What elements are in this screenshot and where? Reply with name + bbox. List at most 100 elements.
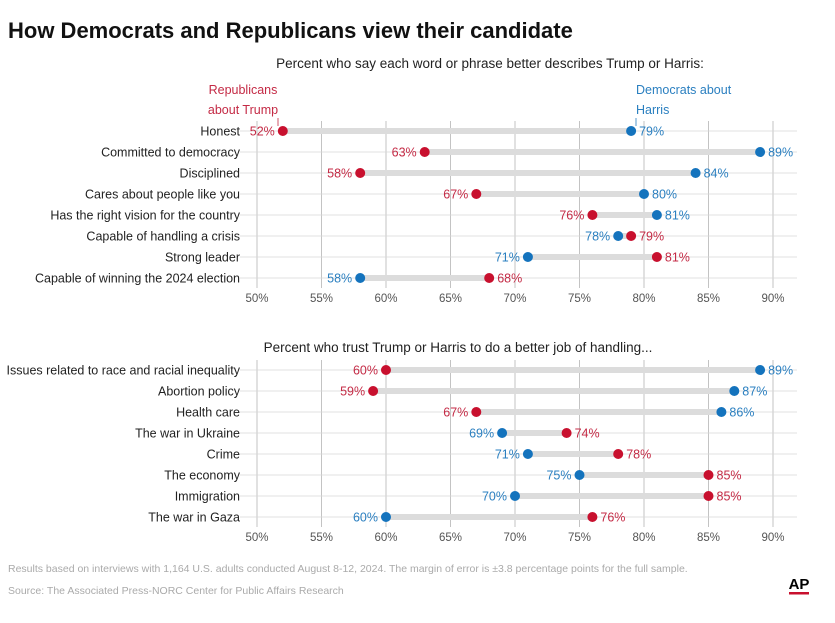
category-label: Honest (200, 125, 240, 139)
rep-dot (471, 189, 482, 199)
dem-dot (355, 273, 366, 283)
rep-dot (587, 512, 598, 522)
legend-rep-line2: about Trump (208, 103, 278, 117)
tick-label: 50% (245, 293, 268, 305)
tick-label: 75% (568, 293, 591, 305)
rep-dot (368, 386, 379, 396)
category-label: Abortion policy (158, 385, 241, 399)
dem-dot (755, 365, 766, 375)
legend-dem-line1: Democrats about (636, 83, 732, 97)
rep-dot (587, 210, 598, 220)
rep-value-label: 63% (392, 146, 417, 160)
rep-value-label: 52% (250, 125, 275, 139)
category-label: Issues related to race and racial inequa… (7, 364, 241, 378)
rep-dot (703, 470, 714, 480)
tick-label: 85% (697, 293, 720, 305)
dem-value-label: 70% (482, 490, 507, 504)
dem-dot (381, 512, 391, 522)
rep-value-label: 76% (559, 209, 584, 223)
legend: Republicans about Trump Democrats about … (208, 83, 732, 126)
rep-value-label: 76% (600, 511, 625, 525)
tick-label: 70% (503, 532, 526, 544)
tick-label: 65% (439, 532, 462, 544)
panel-candidate-traits: Percent who say each word or phrase bett… (35, 56, 797, 305)
rep-dot (277, 126, 288, 136)
ap-logo: AP (789, 576, 810, 595)
legend-rep-line1: Republicans (209, 83, 278, 97)
rep-value-label: 67% (443, 406, 468, 420)
rep-dot (419, 147, 430, 157)
tick-label: 80% (632, 293, 655, 305)
category-label: The war in Gaza (148, 511, 240, 525)
rep-dot (626, 231, 637, 241)
footer-source: Source: The Associated Press-NORC Center… (8, 585, 344, 597)
dem-dot (729, 386, 740, 396)
tick-label: 65% (439, 293, 462, 305)
category-label: Committed to democracy (101, 146, 241, 160)
rep-value-label: 74% (575, 427, 600, 441)
tick-label: 70% (503, 293, 526, 305)
rep-value-label: 78% (626, 448, 651, 462)
dem-value-label: 78% (585, 230, 610, 244)
rep-dot (471, 407, 482, 417)
dem-dot (639, 189, 649, 199)
dem-dot (716, 407, 727, 417)
rep-value-label: 85% (717, 469, 742, 483)
category-label: Capable of handling a crisis (86, 230, 240, 244)
panel-trust-issues: Percent who trust Trump or Harris to do … (7, 340, 797, 544)
category-label: Has the right vision for the country (50, 209, 240, 223)
rep-value-label: 68% (497, 272, 522, 286)
dem-value-label: 60% (353, 511, 378, 525)
dem-value-label: 89% (768, 146, 793, 160)
dem-value-label: 58% (327, 272, 352, 286)
category-label: Strong leader (165, 251, 240, 265)
tick-label: 90% (761, 532, 784, 544)
tick-label: 80% (632, 532, 655, 544)
tick-label: 55% (310, 293, 333, 305)
rep-dot (355, 168, 366, 178)
panel-title: Percent who trust Trump or Harris to do … (264, 340, 653, 355)
dem-dot (651, 210, 662, 220)
dem-value-label: 79% (639, 125, 664, 139)
rep-value-label: 59% (340, 385, 365, 399)
dem-dot (522, 449, 533, 459)
dem-value-label: 71% (495, 251, 520, 265)
dem-dot (613, 231, 624, 241)
rep-dot (561, 428, 572, 438)
rep-dot (381, 365, 391, 375)
rep-value-label: 58% (327, 167, 352, 181)
tick-label: 85% (697, 532, 720, 544)
dem-dot (497, 428, 508, 438)
category-label: Health care (176, 406, 240, 420)
dem-dot (755, 147, 766, 157)
rep-value-label: 85% (717, 490, 742, 504)
rep-value-label: 79% (639, 230, 664, 244)
tick-label: 55% (310, 532, 333, 544)
dem-value-label: 89% (768, 364, 793, 378)
dem-value-label: 75% (546, 469, 571, 483)
ap-logo-underline (789, 592, 809, 595)
dem-value-label: 71% (495, 448, 520, 462)
category-label: The economy (164, 469, 240, 483)
rep-dot (484, 273, 495, 283)
rep-value-label: 60% (353, 364, 378, 378)
tick-label: 90% (761, 293, 784, 305)
dem-value-label: 87% (742, 385, 767, 399)
dem-value-label: 86% (729, 406, 754, 420)
tick-label: 60% (374, 293, 397, 305)
category-label: Crime (207, 448, 240, 462)
rep-dot (613, 449, 624, 459)
category-label: Disciplined (180, 167, 240, 181)
dem-dot (510, 491, 520, 501)
legend-dem-line2: Harris (636, 103, 669, 117)
dem-value-label: 81% (665, 209, 690, 223)
dem-dot (522, 252, 533, 262)
dem-value-label: 80% (652, 188, 677, 202)
category-label: The war in Ukraine (135, 427, 240, 441)
rep-value-label: 81% (665, 251, 690, 265)
ap-logo-text: AP (789, 576, 810, 593)
panel-title: Percent who say each word or phrase bett… (276, 56, 704, 71)
dem-dot (626, 126, 637, 136)
dem-value-label: 84% (704, 167, 729, 181)
